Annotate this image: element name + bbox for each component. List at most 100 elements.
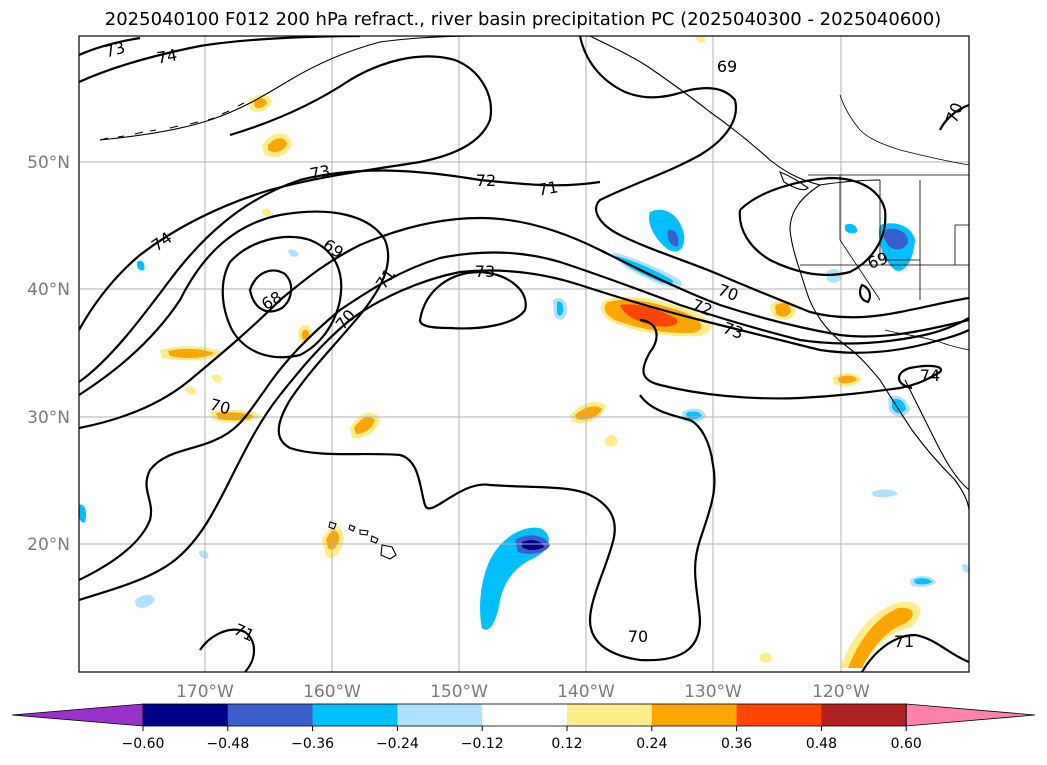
lat-label: 40°N — [27, 280, 70, 300]
shade-anomaly — [288, 249, 299, 257]
contour-label: 71 — [536, 177, 559, 199]
contour-line — [79, 55, 493, 331]
colorbar-tick-label: −0.48 — [206, 736, 249, 752]
contour-line — [221, 235, 343, 359]
colorbar-block — [227, 704, 314, 726]
shade-anomaly — [760, 652, 772, 663]
contour-line — [79, 210, 716, 662]
colorbar-tick-label: 0.60 — [891, 736, 922, 752]
precip-shading — [79, 36, 969, 668]
contour-line — [639, 394, 715, 466]
shade-anomaly — [914, 578, 932, 585]
colorbar-block — [312, 704, 398, 726]
contour-line — [639, 318, 943, 400]
shade-anomaly — [212, 374, 222, 383]
lat-label: 20°N — [27, 535, 70, 555]
bc-coast — [589, 36, 881, 186]
shade-anomaly — [695, 36, 706, 43]
baja-california — [879, 379, 969, 511]
contour-label: 73 — [103, 38, 128, 62]
colorbar-block — [567, 704, 653, 726]
shade-anomaly — [185, 386, 196, 395]
contour-label: 71 — [894, 632, 914, 651]
contour-label: 73 — [308, 161, 331, 183]
shade-anomaly — [575, 406, 602, 420]
colorbar-tick-label: 0.24 — [636, 736, 667, 752]
shade-anomaly — [872, 489, 898, 498]
contour-label: 74 — [155, 45, 178, 67]
lon-label: 130°W — [684, 682, 742, 702]
contour-line — [738, 103, 969, 276]
shade-anomaly — [268, 138, 287, 152]
contour-line — [79, 251, 969, 581]
lon-label: 160°W — [303, 682, 361, 702]
colorbar-block — [397, 704, 483, 726]
shade-anomaly — [254, 98, 267, 108]
hawaiian-islands — [328, 521, 397, 560]
colorbar-tick-label: 0.36 — [721, 736, 752, 752]
shade-anomaly — [199, 550, 209, 559]
contour-line — [79, 169, 601, 383]
contour-line — [199, 628, 256, 672]
colorbar-block — [821, 704, 907, 726]
coastlines — [99, 36, 969, 560]
contour-line — [858, 283, 872, 304]
chart-title: 2025040100 F012 200 hPa refract., river … — [105, 9, 941, 30]
colorbar-block — [651, 704, 738, 726]
colorbar-tick-label: 0.12 — [551, 736, 582, 752]
map-panel: 73 74 69 70 73 72 71 74 69 68 71 70 73 7… — [78, 35, 970, 673]
lon-label: 150°W — [430, 682, 488, 702]
shade-anomaly — [79, 504, 87, 523]
contour-line — [861, 633, 969, 672]
contour-label: 69 — [717, 57, 737, 76]
shade-anomaly — [775, 302, 791, 317]
lat-label: 30°N — [27, 408, 70, 428]
shade-anomaly — [557, 301, 564, 316]
contour-line — [79, 216, 969, 430]
colorbar-tick-label: −0.36 — [291, 736, 334, 752]
aleutian-islands — [99, 102, 245, 141]
shade-anomaly — [826, 269, 842, 283]
shade-anomaly — [354, 416, 375, 434]
refractivity-contours — [79, 36, 969, 672]
colorbar-tick-label: −0.12 — [461, 736, 504, 752]
shade-anomaly — [667, 229, 679, 247]
alaska-coast — [99, 36, 481, 141]
contour-line — [578, 36, 969, 319]
map-frame — [78, 35, 970, 673]
colorbar-tick-label: 0.48 — [806, 736, 837, 752]
shade-anomaly — [262, 208, 272, 217]
contour-label: 70 — [208, 395, 233, 419]
colorbar-block — [736, 704, 822, 726]
contour-line — [79, 36, 141, 57]
colorbar-block — [482, 704, 568, 726]
shade-anomaly — [135, 594, 155, 608]
shade-anomaly — [620, 304, 678, 327]
contour-label: 74 — [920, 366, 940, 385]
alaska-canada-border — [839, 94, 969, 166]
shade-anomaly — [522, 540, 544, 550]
latitude-labels: 50°N 40°N 30°N 20°N — [27, 153, 70, 555]
shade-anomaly — [883, 228, 908, 250]
lon-label: 170°W — [176, 682, 234, 702]
map-background — [79, 36, 969, 672]
shade-anomaly — [838, 375, 857, 384]
colorbar-block — [143, 704, 229, 726]
shade-anomaly — [605, 434, 618, 447]
contour-label: 70 — [628, 627, 648, 646]
colorbar: −0.60 −0.48 −0.36 −0.24 −0.12 0.12 0.24 0.36 0.4… — [11, 703, 1036, 752]
graticule — [79, 36, 969, 672]
shade-anomaly — [892, 399, 906, 414]
contour-label: 72 — [476, 171, 496, 190]
contour-label: 73 — [475, 262, 495, 281]
shade-anomaly — [848, 607, 913, 668]
us-west-coast — [789, 184, 881, 381]
shade-anomaly — [136, 260, 145, 271]
contour-line — [418, 270, 527, 330]
colorbar-tick-label: −0.60 — [122, 736, 165, 752]
shade-anomaly — [302, 329, 309, 340]
state-borders — [800, 175, 969, 301]
colorbar-frame — [142, 703, 907, 727]
shade-anomaly — [845, 223, 858, 234]
